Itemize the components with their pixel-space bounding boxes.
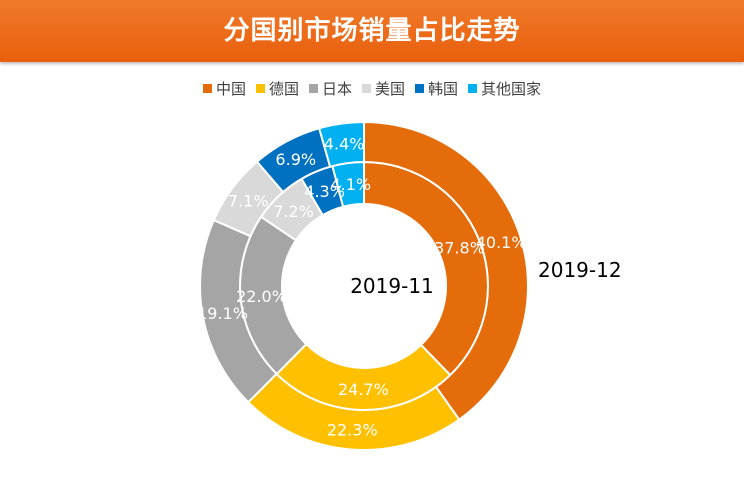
legend-swatch: [308, 84, 318, 93]
legend-item: 德国: [255, 78, 299, 99]
slice-label-inner-2: 22.0%: [236, 287, 287, 306]
legend-label: 日本: [321, 80, 352, 98]
outer-ring-label: 2019-12: [538, 258, 622, 282]
slice-outer-5: [317, 120, 365, 168]
legend-item: 韩国: [415, 78, 458, 99]
legend-label: 德国: [268, 80, 299, 98]
chart-slices: [199, 120, 529, 451]
chart-slice-labels: 37.8% 24.7% 22.0% 7.2%4.3%4.1% 40.1% 22.3% 19.…: [197, 134, 526, 439]
chart-legend: 中国 德国 日本 美国 韩国 其他国家: [0, 78, 744, 99]
legend-label: 美国: [375, 80, 406, 98]
chart-title: 分国别市场销量占比走势: [223, 16, 521, 46]
slice-label-outer-2: 19.1%: [197, 304, 248, 323]
legend-item: 中国: [202, 78, 246, 99]
legend-label: 韩国: [428, 80, 459, 98]
slice-label-outer-1: 22.3%: [327, 421, 378, 440]
legend-swatch: [202, 84, 212, 93]
legend-swatch: [468, 84, 478, 93]
legend-swatch: [415, 84, 425, 93]
title-bar: [0, 0, 744, 62]
slice-label-outer-5: 4.4%: [324, 134, 365, 153]
legend-label: 中国: [215, 80, 246, 98]
legend-item: 美国: [362, 78, 405, 99]
legend-swatch: [362, 84, 371, 93]
slice-label-outer-3: 7.1%: [228, 191, 269, 210]
slice-label-outer-4: 6.9%: [275, 150, 316, 169]
slice-label-inner-3: 7.2%: [273, 202, 314, 221]
legend-swatch: [255, 84, 265, 93]
legend-item: 日本: [308, 78, 352, 99]
legend-item: 其他国家: [468, 78, 541, 99]
slice-outer-0: [363, 120, 529, 421]
slice-label-outer-0: 40.1%: [476, 233, 527, 252]
slice-label-inner-0: 37.8%: [434, 238, 485, 257]
inner-ring-label: 2019-11: [350, 274, 434, 298]
legend-label: 其他国家: [481, 80, 542, 98]
slice-label-inner-5: 4.1%: [330, 175, 371, 194]
slice-label-inner-1: 24.7%: [338, 380, 389, 399]
slice-label-inner-4: 4.3%: [304, 182, 345, 201]
